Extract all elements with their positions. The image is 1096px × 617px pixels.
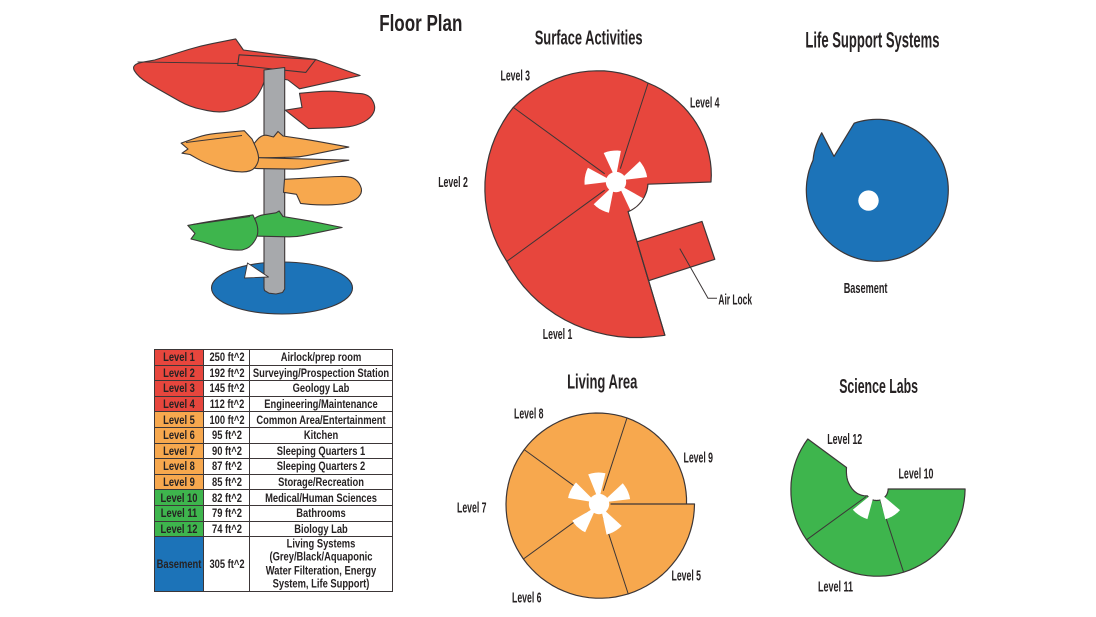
svg-text:Level 1: Level 1 [543,327,573,343]
svg-text:Living Area: Living Area [567,372,638,394]
svg-text:Level 10: Level 10 [899,467,934,483]
svg-text:Level 9: Level 9 [684,451,714,467]
svg-text:Level 4: Level 4 [690,96,720,112]
svg-text:Basement: Basement [844,281,888,297]
svg-text:Science Labs: Science Labs [839,376,918,398]
svg-text:Life Support Systems: Life Support Systems [805,28,939,53]
svg-text:Air Lock: Air Lock [718,293,752,309]
svg-text:Level 6: Level 6 [512,591,542,607]
svg-text:Level 8: Level 8 [514,407,544,423]
svg-text:Level 2: Level 2 [438,175,468,191]
svg-text:Level 12: Level 12 [827,432,862,448]
svg-text:Floor Plan: Floor Plan [379,10,462,36]
svg-text:Level 11: Level 11 [818,580,853,596]
svg-text:Level 7: Level 7 [457,501,487,517]
svg-text:Level 3: Level 3 [501,69,531,85]
svg-text:Level 5: Level 5 [672,569,702,585]
svg-text:Surface Activities: Surface Activities [535,27,643,49]
